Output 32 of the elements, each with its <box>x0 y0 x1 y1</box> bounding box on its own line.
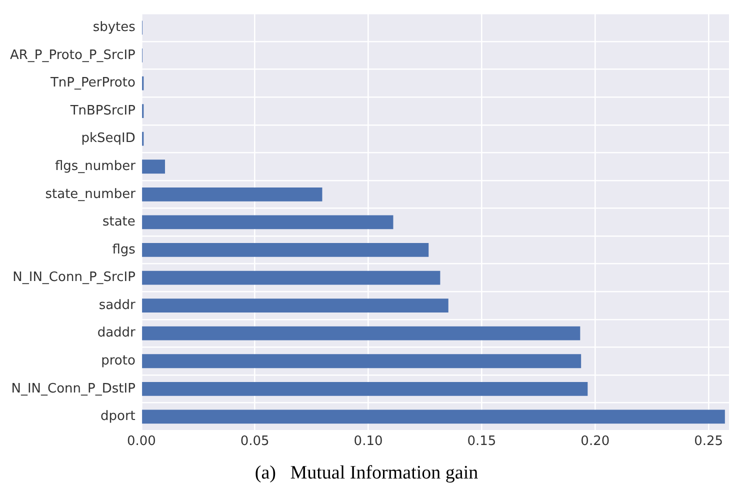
y-tick-label: state <box>102 214 136 230</box>
bar <box>142 326 580 340</box>
text: (a) Mutual Information gain <box>254 462 479 484</box>
x-tick-label: 0.15 <box>467 434 496 449</box>
x-tick-label: 0.10 <box>354 434 383 449</box>
x-tick-label: 0.25 <box>694 434 724 449</box>
bar <box>142 243 429 257</box>
bar <box>142 215 394 230</box>
bar <box>142 298 448 313</box>
y-tick-label: N_IN_Conn_P_SrcIP <box>12 270 136 286</box>
y-tick-label: AR_P_Proto_P_SrcIP <box>10 48 136 63</box>
y-tick-label: dport <box>100 409 136 424</box>
bar <box>142 410 725 424</box>
bar <box>142 382 588 396</box>
bar <box>142 354 582 368</box>
bar <box>142 160 166 174</box>
y-tick-label: TnBPSrcIP <box>69 103 136 118</box>
y-tick-label: pkSeqID <box>81 131 136 146</box>
x-tick-label: 0.20 <box>580 434 610 449</box>
bar <box>142 270 440 285</box>
y-tick-label: saddr <box>98 298 136 313</box>
y-tick-label: sbytes <box>92 20 136 36</box>
y-tick-label: N_IN_Conn_P_DstIP <box>11 381 136 396</box>
y-tick-label: flgs <box>112 242 136 258</box>
y-tick-label: daddr <box>97 326 136 341</box>
y-tick-label: proto <box>101 354 136 369</box>
x-tick-label: 0.05 <box>240 434 270 449</box>
y-tick-label: flgs_number <box>54 159 136 174</box>
y-tick-label: state_number <box>45 186 136 202</box>
x-tick-label: 0.00 <box>126 434 156 449</box>
bar <box>142 187 322 202</box>
y-tick-label: TnP_PerProto <box>49 76 136 91</box>
